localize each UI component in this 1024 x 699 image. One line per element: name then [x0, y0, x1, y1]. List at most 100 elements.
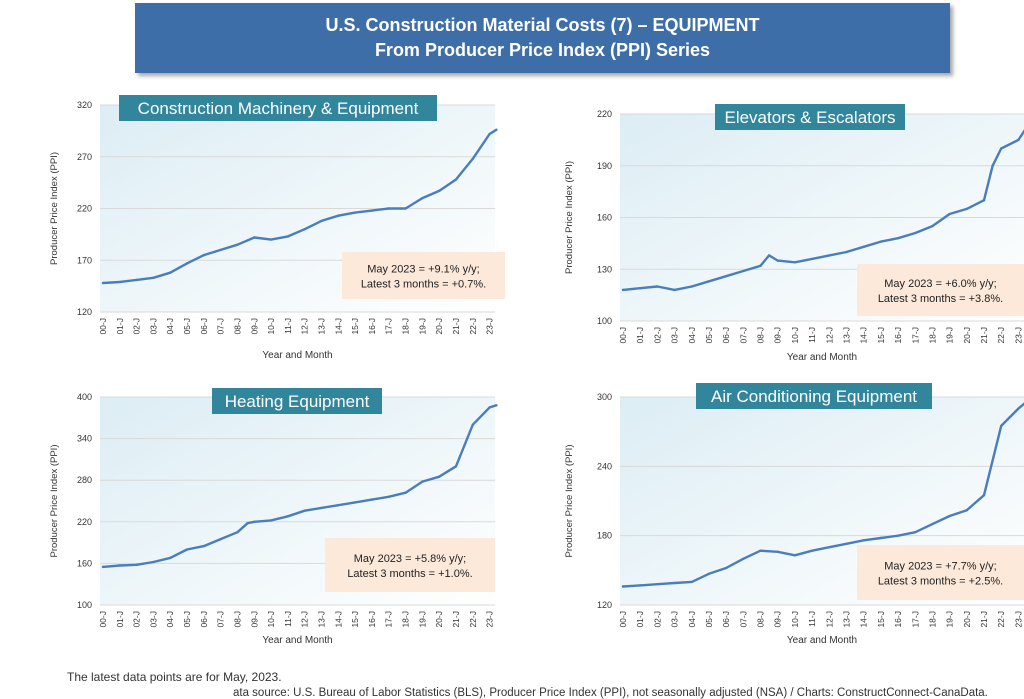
data-point	[931, 522, 934, 526]
data-point	[353, 501, 357, 504]
x-tick-label: 09-J	[249, 318, 259, 335]
x-tick-label: 02-J	[652, 327, 662, 344]
x-tick-label: 19-J	[417, 611, 427, 628]
y-tick-label: 170	[77, 255, 92, 265]
x-tick-label: 17-J	[910, 611, 920, 628]
data-point	[845, 250, 848, 254]
data-point	[759, 549, 762, 552]
x-tick-label: 20-J	[434, 318, 444, 335]
chart-title-box	[696, 383, 932, 409]
x-tick-label: 03-J	[148, 318, 158, 335]
data-point	[202, 544, 206, 548]
x-tick-label: 13-J	[317, 318, 327, 335]
x-tick-label: 07-J	[738, 611, 748, 628]
x-tick-label: 03-J	[670, 611, 680, 628]
data-point	[337, 214, 340, 217]
x-tick-label: 18-J	[401, 318, 411, 335]
x-tick-label: 02-J	[132, 611, 142, 628]
x-axis-title: Year and Month	[262, 350, 332, 361]
x-tick-label: 14-J	[333, 611, 343, 628]
x-tick-label: 04-J	[165, 611, 175, 628]
data-point	[286, 235, 290, 238]
data-point	[387, 207, 390, 210]
data-point	[185, 262, 189, 265]
data-point	[1000, 424, 1003, 428]
x-tick-label: 01-J	[115, 318, 125, 335]
data-point	[421, 196, 424, 200]
x-tick-label: 17-J	[910, 327, 920, 344]
x-tick-label: 05-J	[182, 318, 192, 335]
annotation-text: Latest 3 months = +3.8%.	[878, 293, 1003, 305]
data-point	[437, 189, 441, 193]
y-tick-label: 220	[77, 517, 92, 527]
data-point	[707, 572, 711, 575]
x-tick-label: 21-J	[451, 611, 461, 628]
data-point	[914, 231, 917, 235]
x-axis-title: Year and Month	[787, 635, 857, 646]
data-point	[948, 212, 951, 216]
y-tick-label: 280	[77, 475, 92, 485]
x-tick-label: 21-J	[979, 611, 989, 628]
data-point	[101, 565, 105, 569]
x-tick-label: 06-J	[721, 327, 731, 344]
annotation-box	[857, 545, 1024, 600]
data-point	[236, 243, 239, 246]
x-tick-label: 12-J	[300, 318, 310, 335]
data-point	[370, 498, 374, 501]
data-point	[879, 240, 883, 243]
x-tick-label: 18-J	[927, 611, 937, 628]
chart-elevators-escalators: 100 130 160 190 220 00-J 01-J 02-J 03-J 04-J 05-J 0…	[560, 102, 1024, 372]
x-tick-label: 17-J	[384, 318, 394, 335]
x-tick-label: 04-J	[687, 611, 697, 628]
data-point	[1017, 407, 1020, 410]
x-tick-label: 10-J	[790, 327, 800, 344]
x-tick-label: 12-J	[824, 611, 834, 628]
data-point	[185, 548, 189, 551]
annotation-text: May 2023 = +9.1% y/y;	[367, 264, 480, 276]
chart-title: Construction Machinery & Equipment	[138, 99, 419, 118]
data-point	[320, 219, 323, 223]
data-point	[421, 480, 424, 483]
x-tick-label: 18-J	[927, 327, 937, 344]
y-tick-label: 270	[77, 152, 92, 162]
x-tick-label: 09-J	[773, 327, 783, 344]
data-point	[135, 278, 138, 282]
x-tick-label: 13-J	[841, 611, 851, 628]
data-point	[810, 257, 814, 261]
x-tick-label: 01-J	[635, 327, 645, 344]
data-point	[845, 542, 848, 545]
data-point	[767, 254, 771, 257]
data-point	[690, 285, 693, 288]
x-tick-label: 12-J	[300, 611, 310, 628]
annotation-text: Latest 3 months = +2.5%.	[878, 576, 1003, 588]
data-point	[793, 261, 797, 264]
data-point	[810, 549, 814, 552]
data-point	[118, 280, 122, 284]
x-tick-label: 23-J	[1013, 327, 1023, 344]
data-point	[169, 556, 172, 560]
x-tick-label: 00-J	[98, 611, 108, 628]
data-point	[965, 509, 969, 512]
x-axis-title: Year and Month	[787, 352, 857, 363]
chart-title: Heating Equipment	[225, 392, 370, 411]
data-point	[152, 276, 155, 280]
data-point	[673, 288, 676, 292]
data-point	[742, 557, 745, 560]
title-banner: U.S. Construction Material Costs (7) – E…	[135, 3, 950, 73]
x-tick-label: 10-J	[790, 611, 800, 628]
data-source-note: ata source: U.S. Bureau of Labor Statist…	[233, 687, 988, 699]
data-point	[152, 560, 155, 564]
x-tick-label: 08-J	[756, 327, 766, 344]
x-tick-label: 11-J	[283, 611, 293, 627]
x-tick-label: 00-J	[618, 327, 628, 344]
y-axis-title: Producer Price Index (PPI)	[49, 445, 60, 558]
data-point	[776, 259, 779, 262]
x-tick-label: 09-J	[249, 611, 259, 628]
data-point	[896, 237, 900, 240]
annotation-text: May 2023 = +7.7% y/y;	[884, 561, 997, 573]
x-tick-label: 10-J	[266, 318, 276, 335]
x-tick-label: 22-J	[468, 611, 478, 628]
x-tick-label: 19-J	[945, 611, 955, 628]
data-point	[742, 269, 745, 273]
data-point	[236, 531, 239, 534]
